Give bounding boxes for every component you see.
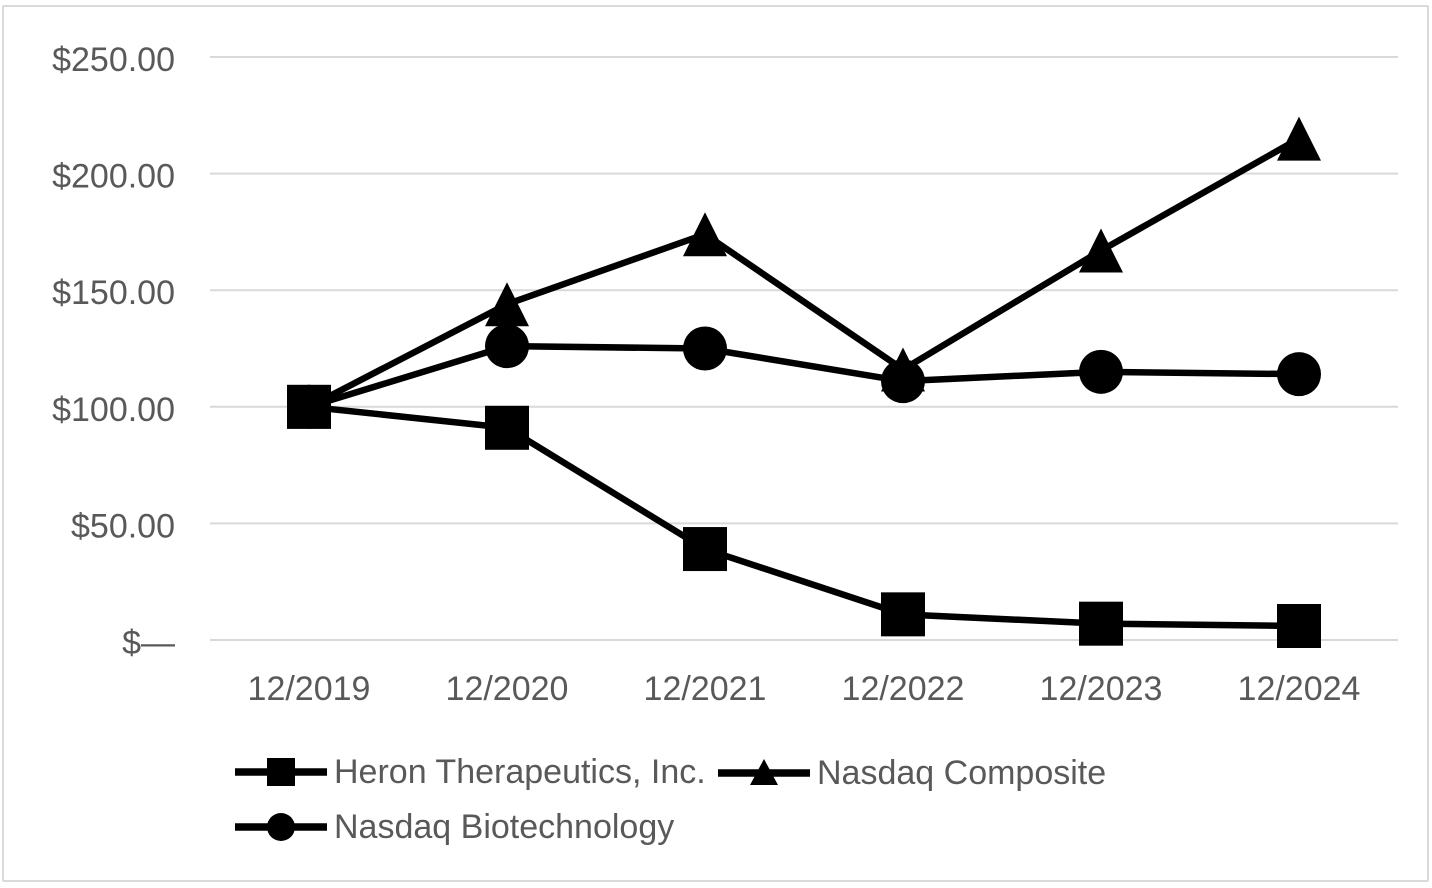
y-axis-tick-label: $100.00: [52, 391, 175, 429]
series-line-triangle: [307, 135, 1301, 410]
data-point-square: [683, 527, 727, 572]
data-point-square: [881, 592, 925, 637]
series-line-square: [308, 403, 1300, 630]
x-axis-tick-label: 12/2019: [248, 670, 371, 708]
legend-item-nasdaq-composite: Nasdaq Composite: [718, 751, 1106, 795]
y-axis-tick-label: $50.00: [71, 507, 175, 545]
chart-frame: [2, 5, 1429, 882]
x-axis-tick-label: 12/2020: [446, 670, 569, 708]
x-axis-tick-label: 12/2021: [644, 670, 767, 708]
x-axis-tick-label: 12/2024: [1238, 670, 1361, 708]
data-point-circle: [1079, 349, 1123, 394]
square-marker-icon: [235, 758, 327, 786]
y-axis-tick-label: $150.00: [52, 274, 175, 312]
data-point-square: [485, 405, 529, 450]
series-line-circle: [308, 342, 1300, 410]
data-point-square: [1079, 601, 1123, 646]
legend-label-nasdaq-biotechnology: Nasdaq Biotechnology: [334, 808, 675, 846]
data-point-circle: [1277, 352, 1321, 397]
data-point-triangle: [485, 282, 529, 327]
x-axis-tick-label: 12/2022: [842, 670, 965, 708]
legend-item-nasdaq-biotechnology: Nasdaq Biotechnology: [235, 805, 674, 849]
data-point-circle: [881, 359, 925, 404]
data-point-circle: [683, 326, 727, 371]
triangle-marker-icon: [718, 759, 810, 785]
circle-marker-icon: [235, 813, 327, 841]
legend-item-heron-therapeutics: Heron Therapeutics, Inc.: [235, 750, 706, 794]
y-axis-tick-label: $—: [122, 624, 175, 662]
x-axis-tick-label: 12/2023: [1040, 670, 1163, 708]
data-point-circle: [485, 324, 529, 369]
data-point-triangle: [683, 212, 727, 257]
legend-label-nasdaq-composite: Nasdaq Composite: [817, 754, 1107, 792]
data-point-triangle: [1079, 228, 1123, 273]
data-point-triangle: [1277, 116, 1321, 161]
legend-label-heron-therapeutics: Heron Therapeutics, Inc.: [334, 753, 706, 791]
y-axis-tick-label: $200.00: [52, 158, 175, 196]
data-point-square: [1277, 604, 1321, 649]
y-axis-tick-label: $250.00: [52, 41, 175, 79]
data-point-circle: [287, 384, 331, 429]
